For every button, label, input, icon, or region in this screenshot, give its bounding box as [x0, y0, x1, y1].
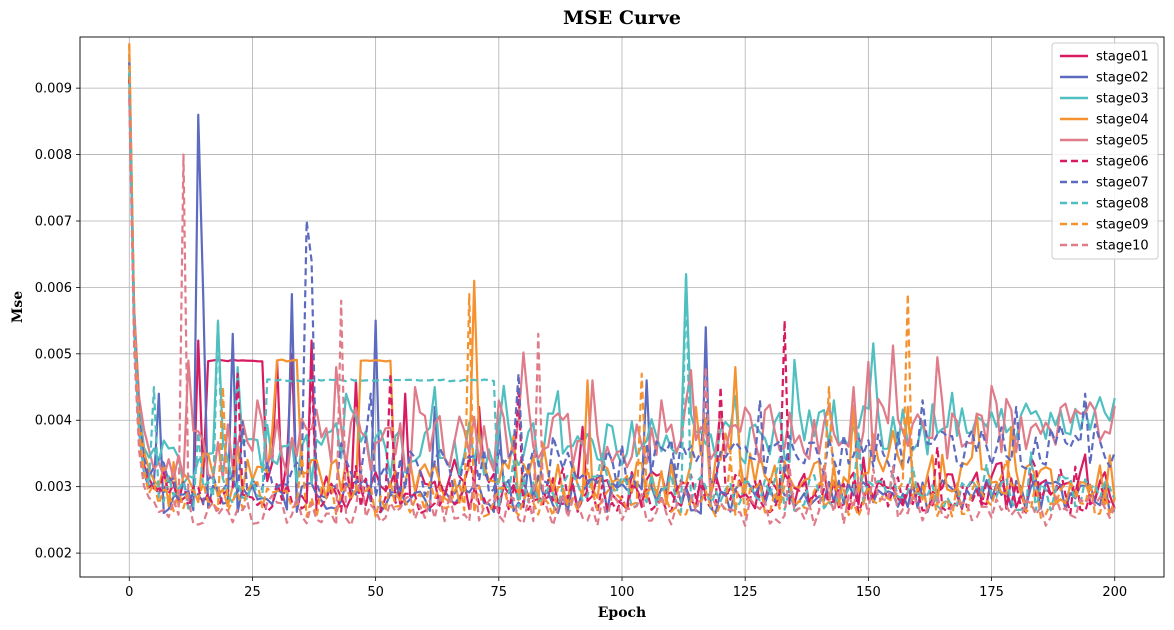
x-tick-label: 75: [491, 585, 508, 600]
legend-label-stage08: stage08: [1096, 197, 1149, 212]
legend-label-stage06: stage06: [1096, 155, 1149, 170]
axis-ticks: 0 25 50 75 100 125 150 175 200 0.002 0.003 0.004 0.0…: [35, 82, 1127, 600]
legend-label-stage02: stage02: [1096, 71, 1149, 86]
legend-label-stage03: stage03: [1096, 92, 1149, 107]
x-tick-label: 50: [367, 585, 384, 600]
y-axis-title: Mse: [10, 291, 26, 323]
x-tick-label: 100: [610, 585, 635, 600]
legend-label-stage07: stage07: [1096, 176, 1149, 191]
series-line-stage08: [128, 72, 1116, 514]
x-axis-title: Epoch: [598, 605, 647, 621]
legend-label-stage01: stage01: [1096, 50, 1149, 65]
y-tick-label: 0.006: [35, 281, 72, 296]
series-line-stage06: [128, 77, 1115, 515]
series-line-stage03: [128, 67, 1116, 486]
series-line-stage10: [128, 98, 1116, 527]
legend: stage01 stage02 stage03 stage04 stage05 stage…: [1051, 42, 1159, 260]
series-line-stage04: [128, 44, 1116, 508]
y-tick-label: 0.008: [35, 148, 72, 163]
x-tick-label: 200: [1102, 585, 1127, 600]
y-tick-label: 0.007: [35, 214, 72, 229]
x-tick-label: 0: [125, 585, 133, 600]
legend-label-stage04: stage04: [1096, 113, 1149, 128]
series-lines: [128, 43, 1116, 527]
x-tick-label: 25: [244, 585, 261, 600]
x-tick-label: 175: [979, 585, 1004, 600]
legend-label-stage05: stage05: [1096, 134, 1149, 149]
y-tick-label: 0.005: [35, 347, 72, 362]
x-tick-label: 125: [733, 585, 758, 600]
y-tick-label: 0.002: [35, 547, 72, 562]
legend-label-stage09: stage09: [1096, 218, 1149, 233]
y-tick-label: 0.009: [35, 82, 72, 97]
y-tick-label: 0.004: [35, 414, 72, 429]
grid-lines: [80, 37, 1164, 577]
y-tick-label: 0.003: [35, 480, 72, 495]
legend-label-stage10: stage10: [1096, 239, 1149, 254]
series-line-stage07: [128, 62, 1116, 505]
chart-title: MSE Curve: [563, 7, 681, 29]
x-tick-label: 150: [856, 585, 881, 600]
